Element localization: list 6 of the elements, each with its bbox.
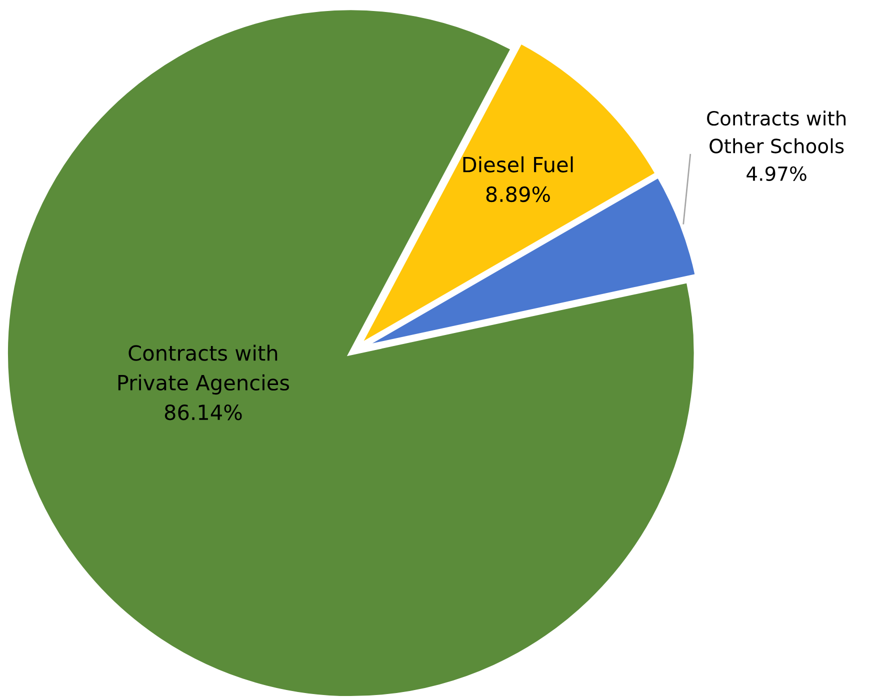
slice-label: Contracts with Private Agencies (118, 344, 290, 395)
data-label: 8.89% (486, 186, 550, 202)
data-label: 4.97% (746, 166, 806, 182)
slice-label: Diesel Fuel (463, 156, 573, 172)
slice-label: Contracts with Other Schools (707, 110, 846, 154)
data-label: 86.14% (164, 404, 242, 420)
